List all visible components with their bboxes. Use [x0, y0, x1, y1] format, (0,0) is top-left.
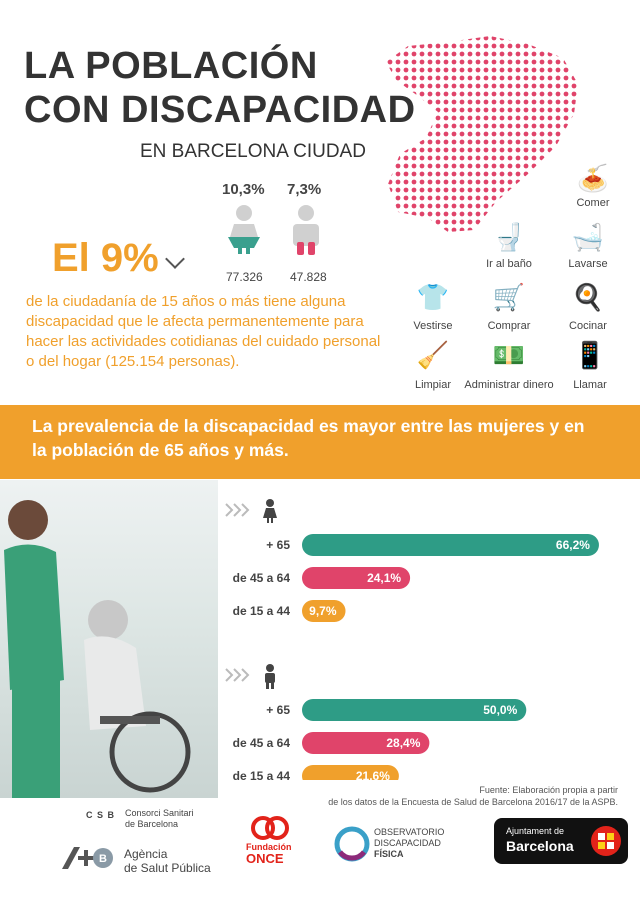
barcelona-shield-icon: [591, 826, 621, 856]
headline-description: de la ciudadanía de 15 años o más tiene …: [26, 293, 381, 370]
csb-logo: Consorci Sanitari de Barcelona: [125, 808, 194, 830]
once-logo: Fundación ONCE: [246, 842, 292, 866]
bar-value-label: 28,4%: [386, 736, 420, 750]
activity-label-limpiar: Limpiar: [414, 379, 452, 391]
aspb-line-1: Agència: [124, 847, 168, 861]
ajuntament-logo: Ajuntament de Barcelona: [494, 818, 628, 864]
obs-line-3: FÍSICA: [374, 849, 404, 859]
woman-icon: [263, 499, 277, 523]
source-line-1: Fuente: Elaboración propia a partir: [479, 785, 618, 795]
man-icon: [293, 205, 319, 255]
bar-value-label: 50,0%: [483, 703, 517, 717]
bar-value-label: 21,6%: [356, 769, 390, 780]
arrow-chevron-icon: [233, 503, 242, 517]
clothes-icon: 👕: [416, 282, 450, 312]
women-count: 77.326: [226, 270, 263, 284]
highlight-band: [0, 405, 640, 479]
arrow-chevron-icon: [225, 668, 234, 682]
ajb-line-2: Barcelona: [506, 838, 574, 854]
caregiver-illustration: [4, 500, 191, 798]
csb-line-2: de Barcelona: [125, 819, 179, 829]
shopping-cart-icon: 🛒: [492, 282, 526, 312]
bar-group-women: + 65 66,2% de 45 a 64 24,1% de 15 a 44 9,7%: [225, 499, 599, 622]
barcelona-map-icon: [386, 36, 578, 232]
category-label: de 45 a 64: [233, 571, 291, 585]
category-label: + 65: [266, 538, 290, 552]
observatorio-logo-icon: [334, 826, 370, 862]
category-label: de 45 a 64: [233, 736, 291, 750]
caregiver-photo: [0, 480, 218, 798]
toilet-icon: 🚽: [492, 222, 526, 252]
source-note: Fuente: Elaboración propia a partir de l…: [300, 784, 618, 808]
bar-value-label: 24,1%: [367, 571, 401, 585]
arrow-chevron-icon: [225, 503, 234, 517]
observatorio-logo: OBSERVATORIO DISCAPACIDAD FÍSICA: [374, 827, 444, 860]
page-title: LA POBLACIÓN CON DISCAPACIDAD: [24, 44, 416, 132]
obs-line-1: OBSERVATORIO: [374, 827, 445, 837]
svg-text:B: B: [99, 853, 107, 865]
bar: [302, 765, 399, 780]
bar: [302, 699, 527, 721]
page-subtitle: EN BARCELONA CIUDAD: [140, 141, 366, 162]
arrow-chevron-icon: [241, 668, 250, 682]
highlight-text: La prevalencia de la discapacidad es may…: [32, 416, 585, 460]
eating-icon: 🍝: [576, 163, 610, 193]
obs-line-2: DISCAPACIDAD: [374, 838, 441, 848]
aspb-logo-icon: B: [58, 845, 114, 871]
woman-icon: [228, 205, 260, 254]
category-label: + 65: [266, 703, 290, 717]
bar-value-label: 9,7%: [309, 604, 337, 618]
csb-logo-abbr: C S B: [86, 810, 116, 820]
chevron-down-icon: [165, 249, 185, 269]
cleaning-icon: 🧹: [416, 340, 450, 370]
activity-label-comprar: Comprar: [487, 320, 531, 332]
aspb-logo: Agència de Salut Pública: [124, 847, 211, 875]
prevalence-chart: + 65 66,2%de 45 a 64 24,1%de 15 a 44 9,7%+ …: [225, 499, 599, 780]
headline-value: El 9%: [52, 236, 159, 280]
csb-line-1: Consorci Sanitari: [125, 808, 194, 818]
arrow-chevron-icon: [233, 668, 242, 682]
activity-label-comer: Comer: [576, 197, 610, 209]
men-percentage: 7,3%: [287, 181, 322, 198]
bar: [302, 600, 346, 622]
cooking-icon: 🍳: [571, 282, 605, 312]
once-logo-icon: [250, 815, 290, 841]
source-line-2: de los datos de la Encuesta de Salud de …: [328, 797, 618, 807]
phone-icon: 📱: [573, 340, 607, 370]
activity-label-bano: Ir al baño: [486, 258, 532, 270]
aspb-line-2: de Salut Pública: [124, 861, 211, 875]
category-label: de 15 a 44: [233, 604, 291, 618]
once-line-1: Fundación: [246, 842, 292, 852]
activity-label-dinero: Administrar dinero: [464, 379, 554, 391]
activity-label-vestirse: Vestirse: [413, 320, 453, 332]
title-line-2: CON DISCAPACIDAD: [24, 89, 416, 131]
bar: [302, 567, 411, 589]
bar: [302, 534, 599, 556]
activity-label-llamar: Llamar: [573, 379, 607, 391]
category-label: de 15 a 44: [233, 769, 291, 780]
bar-group-men: + 65 50,0% de 45 a 64 28,4% de 15 a 44 21,6%: [225, 664, 527, 780]
bar-value-label: 66,2%: [556, 538, 590, 552]
bar: [302, 732, 430, 754]
title-line-1: LA POBLACIÓN: [24, 45, 318, 87]
ajb-line-1: Ajuntament de: [506, 826, 565, 836]
man-icon: [265, 664, 275, 689]
women-percentage: 10,3%: [222, 181, 265, 198]
bathtub-icon: 🛁: [571, 222, 605, 252]
activity-label-lavarse: Lavarse: [568, 258, 608, 270]
money-icon: 💵: [492, 340, 526, 370]
arrow-chevron-icon: [241, 503, 250, 517]
men-count: 47.828: [290, 270, 327, 284]
activity-label-cocinar: Cocinar: [569, 320, 607, 332]
once-line-2: ONCE: [246, 851, 284, 866]
